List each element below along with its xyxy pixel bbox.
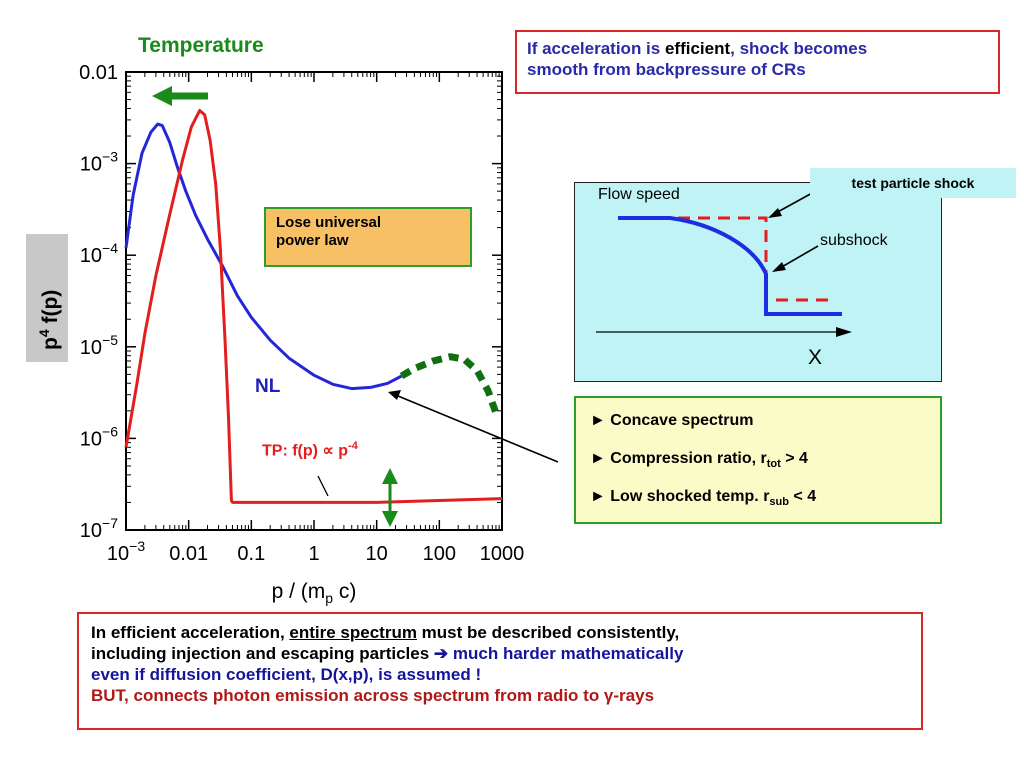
x-tick-label: 0.01 — [169, 543, 208, 565]
series-nl-extension — [399, 353, 500, 415]
conclusion-l4-a: BUT, connects photon emission across spe… — [91, 686, 604, 705]
note-text-2: , shock becomes — [730, 39, 868, 58]
conclusion-l2-b: much harder mathematically — [448, 644, 684, 663]
x-tick-label: 1000 — [480, 543, 525, 565]
plot-frame — [125, 71, 503, 531]
plot-series — [124, 109, 503, 504]
x-tick-label: 0.1 — [237, 543, 265, 565]
bullet-2-sub: tot — [766, 458, 781, 471]
bullet-3-post: < 4 — [788, 488, 817, 505]
tp-shock-pointer — [773, 191, 815, 215]
note-text-1: If acceleration is — [527, 39, 665, 58]
test-particle-shock-label: test particle shock — [810, 168, 1016, 198]
conclusion-box: In efficient acceleration, entire spectr… — [77, 612, 923, 730]
gap-double-arrow — [382, 468, 398, 527]
x-tick-label: 10−3 — [107, 538, 145, 565]
lose-universal-box: Lose universal power law — [264, 207, 472, 267]
chart-title: Temperature — [138, 34, 264, 57]
y-tick-label: 10−7 — [80, 515, 118, 542]
nl-series-label: NL — [255, 376, 281, 397]
x-tick-label: 1 — [308, 543, 319, 565]
nl-pointer-arrow — [388, 390, 559, 463]
bullet-1-text: ► Concave spectrum — [590, 412, 754, 429]
smooth-profile — [618, 216, 842, 316]
bullet-temperature: ► Low shocked temp. rsub < 4 — [590, 484, 926, 522]
tp-label-exp: -4 — [348, 440, 358, 452]
note-text-3: smooth from backpressure of CRs — [527, 60, 806, 79]
x-tick-label: 10 — [366, 543, 388, 565]
series-nl — [124, 122, 403, 391]
conclusion-l4-b: -rays — [613, 686, 655, 705]
conclusion-l1-b: must be described consistently, — [416, 623, 680, 642]
y-axis-label-background — [26, 234, 68, 362]
y-tick-label: 0.01 — [79, 62, 118, 84]
tp-label-text: TP: f(p) ∝ p — [262, 442, 349, 460]
subshock-label: subshock — [820, 232, 888, 249]
bullet-3-sub: sub — [769, 496, 789, 509]
shock-profile-panel — [574, 182, 942, 382]
bullet-2-text: ► Compression ratio, r — [590, 450, 767, 467]
bullet-2-post: > 4 — [780, 450, 808, 467]
test-particle-profile — [618, 216, 836, 302]
conclusion-l3: even if diffusion coefficient, D(x,p), i… — [91, 665, 482, 684]
y-axis-label: p4 f(p) — [36, 290, 62, 350]
lose-line-1: Lose universal — [276, 214, 382, 231]
y-tick-label: 10−3 — [80, 149, 118, 176]
shock-profile-drawing — [596, 191, 852, 337]
plot-ticks — [125, 71, 503, 531]
flow-speed-label: Flow speed — [598, 186, 680, 203]
subshock-arrowhead — [772, 262, 786, 272]
y-axis-label-text: p4 f(p) — [36, 290, 62, 350]
tp-shock-arrowhead — [768, 208, 782, 218]
y-tick-label: 10−5 — [80, 332, 118, 359]
x-axis-label: p / (mp c) — [272, 580, 357, 606]
temperature-arrow — [152, 86, 208, 106]
x-tick-label: 100 — [423, 543, 456, 565]
tp-pointer — [317, 475, 329, 497]
bullet-concave: ► Concave spectrum — [590, 408, 926, 446]
conclusion-l1-a: In efficient acceleration, — [91, 623, 290, 642]
lose-line-2: power law — [276, 232, 349, 249]
x-axis-arrowhead — [836, 327, 852, 337]
gamma-symbol: γ — [603, 686, 614, 705]
subshock-pointer — [779, 245, 819, 269]
bullet-compression: ► Compression ratio, rtot > 4 — [590, 446, 926, 484]
tp-series-label: TP: f(p) ∝ p-4 — [262, 440, 358, 460]
x-axis-label: X — [808, 346, 823, 369]
series-tp — [124, 109, 503, 504]
properties-box: ► Concave spectrum ► Compression ratio, … — [574, 396, 942, 524]
arrow-right-icon: ➔ — [433, 644, 449, 663]
y-tick-label: 10−6 — [80, 423, 118, 450]
efficient-acceleration-note: If acceleration is efficient, shock beco… — [515, 30, 1000, 94]
plot-tick-labels: 10−3 0.01 0.1 1 10 100 1000 0.01 10−3 10−4 10−5 10−… — [79, 62, 524, 606]
y-tick-label: 10−4 — [80, 240, 118, 267]
conclusion-l2-a: including injection and escaping particl… — [91, 644, 434, 663]
note-text-efficient: efficient — [664, 39, 731, 58]
bullet-3-text: ► Low shocked temp. r — [590, 488, 770, 505]
conclusion-l1-underline: entire spectrum — [289, 623, 417, 642]
